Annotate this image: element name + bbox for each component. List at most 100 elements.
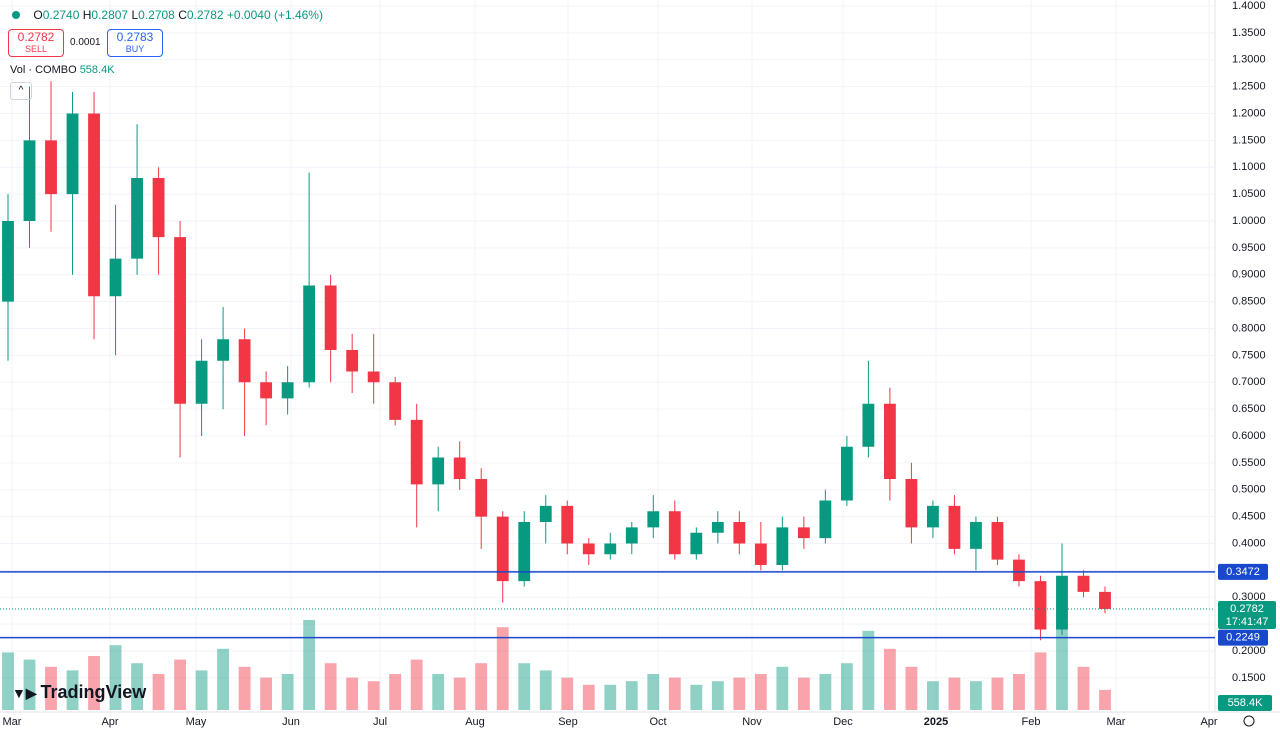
- close: 0.2782: [186, 8, 224, 22]
- volume-name: Vol · COMBO: [10, 64, 77, 76]
- volume-bar: [432, 674, 445, 710]
- volume-bar: [109, 645, 122, 710]
- y-tick-label: 0.8500: [1232, 296, 1266, 308]
- volume-bar: [690, 684, 703, 710]
- candle-body: [539, 505, 552, 522]
- y-tick-label: 0.3000: [1232, 591, 1266, 603]
- candle-body: [604, 543, 617, 555]
- volume-bar: [970, 681, 982, 710]
- candle-body: [948, 505, 961, 549]
- candle-body: [1013, 559, 1025, 582]
- sell-button[interactable]: 0.2782 SELL: [8, 29, 64, 57]
- last-price-bg: [1218, 600, 1276, 629]
- volume-bar: [346, 677, 359, 710]
- y-tick-label: 0.9500: [1232, 242, 1266, 254]
- volume-bar: [453, 677, 466, 710]
- volume-bar: [131, 663, 143, 710]
- candle-body: [109, 258, 122, 297]
- volume-bar: [647, 674, 660, 710]
- high-label: H: [82, 8, 92, 22]
- candle-body: [647, 511, 660, 528]
- volume-bar: [561, 677, 574, 710]
- volume-bar: [733, 677, 746, 710]
- candle-body: [260, 382, 273, 399]
- candle-body: [625, 527, 638, 544]
- x-tick-label: Dec: [833, 716, 853, 728]
- y-tick-label: 1.2000: [1232, 107, 1266, 119]
- volume-bar: [475, 663, 488, 710]
- volume-bar: [668, 677, 681, 710]
- candle-body: [991, 522, 1004, 560]
- brand-name: TradingView: [40, 682, 147, 702]
- spread: 0.0001: [70, 37, 101, 48]
- candle-body: [410, 419, 423, 485]
- candle-body: [733, 522, 746, 544]
- candle-body: [217, 339, 230, 361]
- buy-button[interactable]: 0.2783 BUY: [107, 29, 163, 57]
- candle-body: [389, 382, 402, 420]
- level-label-bg: [1218, 629, 1268, 646]
- candle-body: [88, 113, 100, 297]
- volume-bar: [991, 677, 1004, 710]
- y-tick-label: 1.1000: [1232, 161, 1266, 173]
- collapse-button[interactable]: ^: [10, 82, 32, 100]
- candle-body: [303, 285, 316, 383]
- volume-bar: [23, 659, 36, 710]
- open: 0.2740: [42, 8, 80, 22]
- candle-body: [453, 457, 466, 479]
- volume-bar: [66, 670, 79, 710]
- y-tick-label: 0.6000: [1232, 430, 1266, 442]
- brand: ▼▶ TradingView: [12, 682, 147, 702]
- volume-bar: [840, 663, 853, 710]
- candle-body: [862, 403, 875, 447]
- volume-bar: [152, 674, 165, 710]
- y-tick-label: 0.4000: [1232, 537, 1266, 549]
- volume-legend: Vol · COMBO 558.4K: [10, 64, 115, 76]
- volume-bar: [1013, 674, 1025, 710]
- candle-body: [238, 339, 251, 383]
- candle-body: [518, 522, 531, 582]
- volume-bar: [1099, 689, 1111, 710]
- y-tick-label: 0.2000: [1232, 645, 1266, 657]
- y-tick-label: 1.1500: [1232, 134, 1266, 146]
- volume-bar: [174, 659, 186, 710]
- candle-body: [152, 178, 165, 238]
- x-tick-label: Jul: [373, 716, 387, 728]
- volume-bar: [410, 659, 423, 710]
- candle-body: [905, 479, 918, 528]
- low: 0.2708: [138, 8, 175, 22]
- volume-bar: [281, 674, 294, 710]
- y-tick-label: 0.1500: [1232, 672, 1266, 684]
- volume-bar: [883, 648, 896, 710]
- candle-body: [1056, 575, 1068, 630]
- candle-body: [1034, 581, 1047, 630]
- volume-bar: [496, 627, 509, 710]
- volume-bar: [303, 620, 316, 710]
- candle-body: [2, 221, 14, 302]
- volume-bar: [2, 652, 14, 710]
- candle-body: [281, 382, 294, 399]
- x-tick-label: Oct: [649, 716, 666, 728]
- volume-bar: [389, 674, 402, 710]
- x-tick-label: Mar: [3, 716, 22, 728]
- volume-bar: [217, 648, 230, 710]
- volume-bar: [518, 663, 531, 710]
- volume-label-bg: [1218, 695, 1272, 711]
- y-tick-label: 0.5500: [1232, 457, 1266, 469]
- y-tick-label: 0.8000: [1232, 322, 1266, 334]
- y-tick-label: 0.7500: [1232, 349, 1266, 361]
- candle-body: [668, 511, 681, 555]
- candle-body: [819, 500, 832, 539]
- volume-bar: [711, 681, 724, 710]
- sell-label: SELL: [24, 44, 48, 54]
- candle-body: [23, 140, 36, 221]
- candle-body: [346, 350, 359, 372]
- volume-bar: [819, 674, 832, 710]
- x-tick-label: Feb: [1022, 716, 1041, 728]
- level-label: 0.3472: [1226, 566, 1260, 578]
- candle-body: [174, 237, 186, 404]
- y-tick-label: 1.3000: [1232, 54, 1266, 66]
- x-tick-label: Nov: [742, 716, 762, 728]
